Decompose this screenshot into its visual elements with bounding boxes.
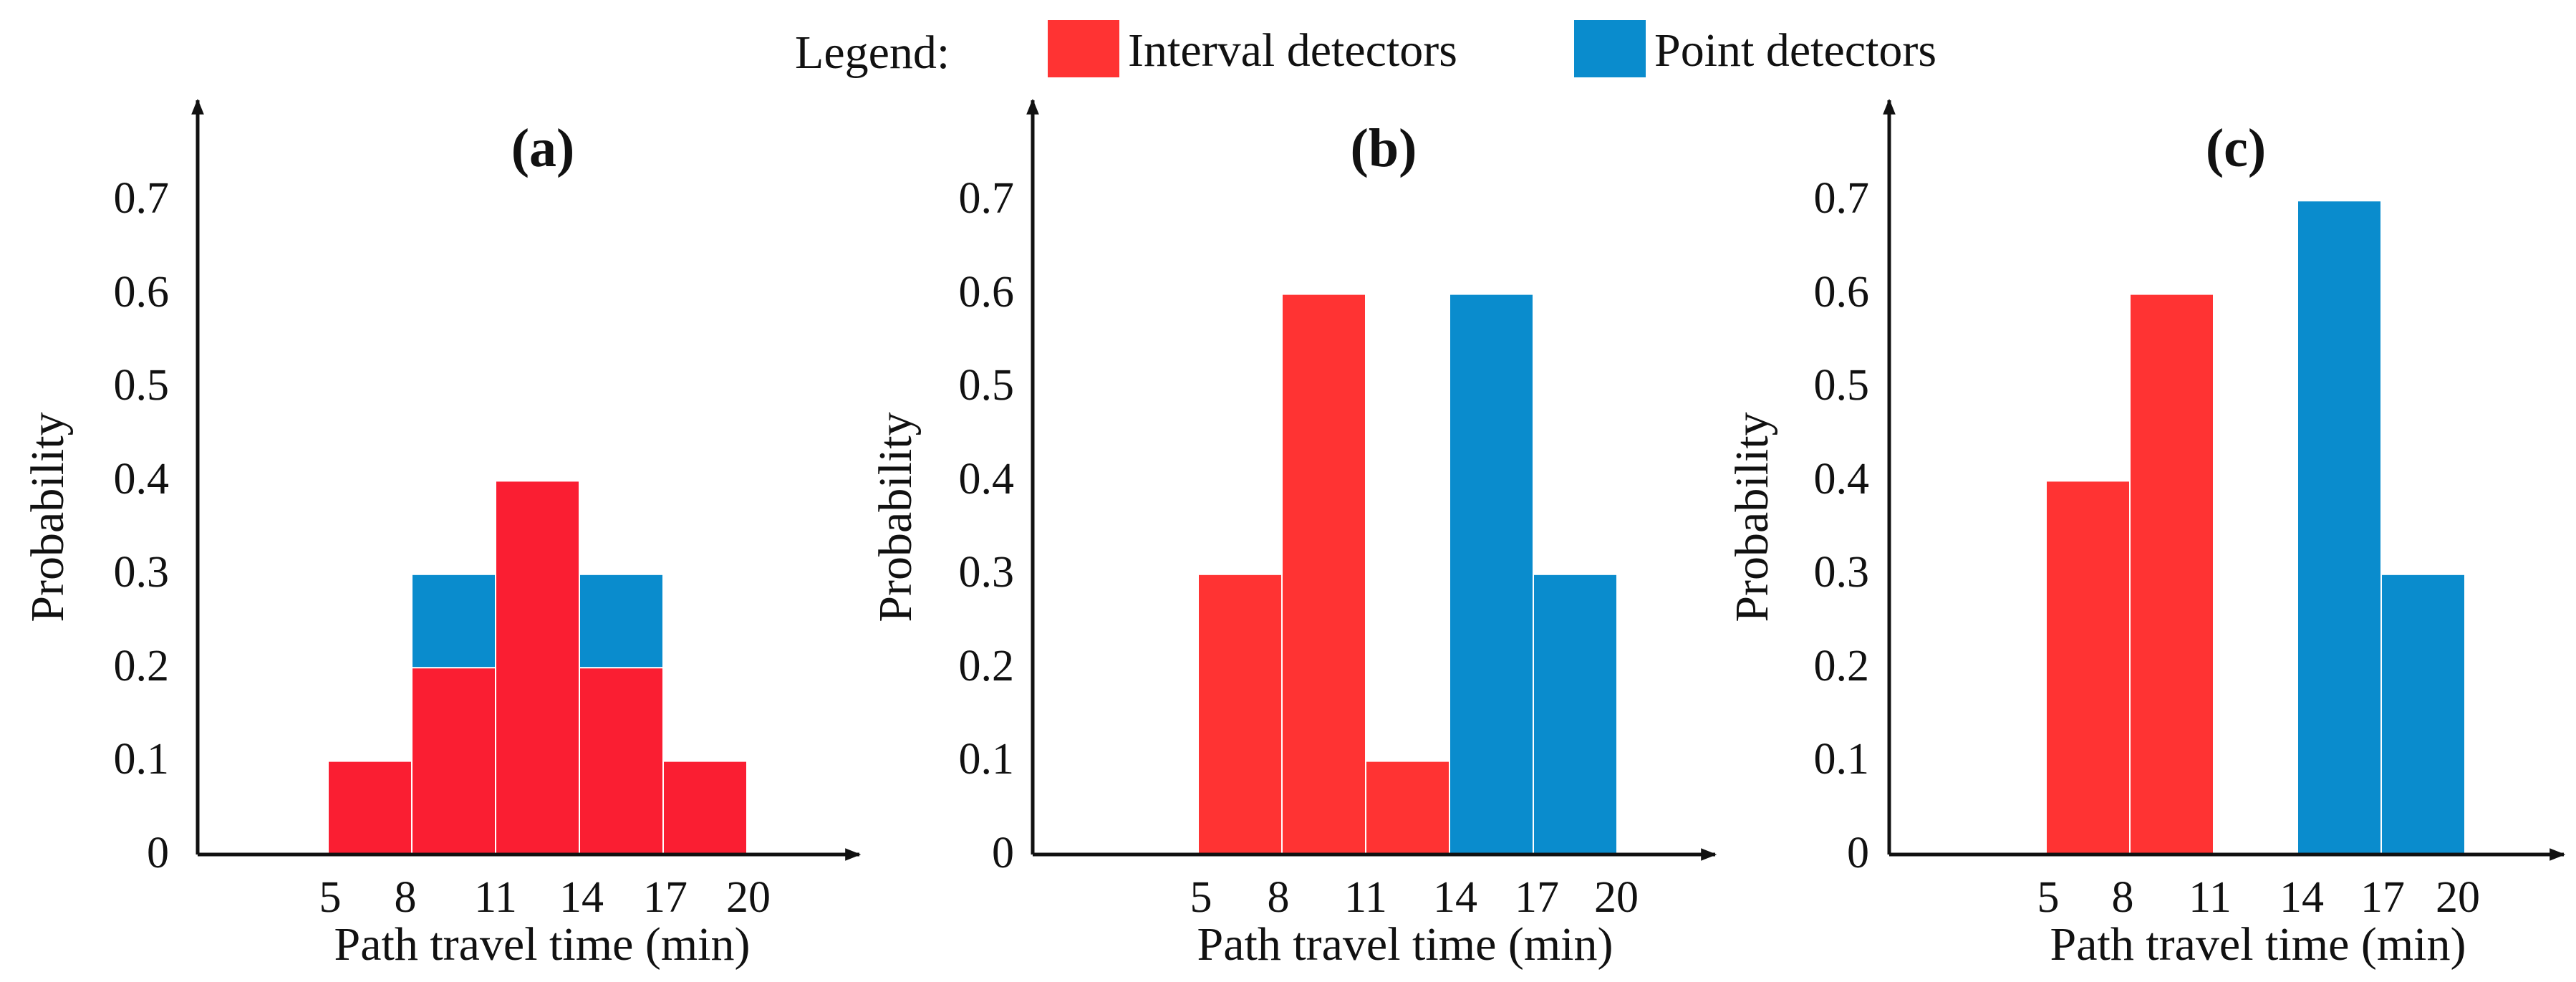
bars-panel-c — [2045, 200, 2466, 856]
bar-point-14-17 — [2297, 200, 2382, 855]
x-tick-label: 20 — [2436, 873, 2480, 922]
y-tick-label: 0 — [1847, 829, 1869, 877]
bar-interval-5-8 — [327, 760, 413, 855]
legend-label: Legend: — [795, 27, 950, 79]
y-tick-label: 0.5 — [114, 361, 170, 410]
y-tick-label: 0.7 — [114, 174, 170, 223]
legend-swatch-point — [1574, 20, 1646, 77]
y-tick-label: 0.1 — [114, 735, 170, 784]
bar-point-14-17 — [1449, 293, 1534, 856]
y-tick-labels-panel-b: 0 0.1 0.2 0.3 0.4 0.5 0.6 0.7 — [959, 174, 1015, 877]
y-tick-label: 0.7 — [1814, 174, 1870, 223]
x-tick-labels-panel-c: 5 8 11 14 17 20 — [2037, 873, 2481, 922]
x-tick-label: 11 — [474, 873, 517, 922]
y-tick-label: 0.3 — [1814, 548, 1870, 597]
bar-point-17-20 — [2380, 573, 2466, 855]
y-tick-label: 0.1 — [1814, 735, 1870, 784]
bar-interval-8-11 — [411, 667, 496, 855]
x-tick-label: 14 — [559, 873, 604, 922]
x-tick-label: 11 — [2189, 873, 2232, 922]
x-tick-label: 11 — [1344, 873, 1387, 922]
y-axis-label-panel-a: Probability — [21, 412, 74, 622]
y-tick-label: 0.2 — [959, 642, 1015, 690]
x-tick-label: 17 — [1515, 873, 1559, 922]
legend-swatch-interval — [1048, 20, 1119, 77]
bars-panel-b — [1197, 293, 1618, 856]
x-tick-label: 14 — [2280, 873, 2324, 922]
y-tick-label: 0 — [992, 829, 1014, 877]
x-tick-labels-panel-a: 5 8 11 14 17 20 — [319, 873, 771, 922]
y-tick-label: 0 — [147, 829, 169, 877]
x-tick-label: 17 — [2360, 873, 2405, 922]
y-tick-label: 0.7 — [959, 174, 1015, 223]
x-tick-label: 20 — [1594, 873, 1639, 922]
x-tick-label: 14 — [1433, 873, 1477, 922]
y-tick-label: 0.1 — [959, 735, 1015, 784]
y-tick-label: 0.3 — [959, 548, 1015, 597]
bar-interval-8-11 — [2129, 293, 2214, 856]
y-tick-labels-panel-c: 0 0.1 0.2 0.3 0.4 0.5 0.6 0.7 — [1814, 174, 1870, 877]
y-tick-label: 0.6 — [114, 268, 170, 317]
y-tick-label: 0.2 — [114, 642, 170, 690]
x-tick-label: 5 — [1190, 873, 1212, 922]
x-tick-label: 8 — [1268, 873, 1290, 922]
bar-interval-8-11 — [1281, 293, 1366, 856]
bar-interval-5-8 — [2045, 480, 2131, 855]
panel-b: (b) 0 0.1 0.2 0.3 0.4 0.5 0.6 0.7 5 8 11… — [869, 98, 1717, 971]
y-tick-label: 0.4 — [114, 455, 170, 504]
x-axis-label-panel-a: Path travel time (min) — [334, 918, 750, 971]
bar-interval-5-8 — [1197, 573, 1283, 855]
x-tick-label: 17 — [643, 873, 688, 922]
x-tick-label: 5 — [319, 873, 342, 922]
legend-entry-point: Point detectors — [1654, 24, 1936, 77]
bar-interval-11-14 — [1365, 760, 1450, 855]
y-tick-label: 0.5 — [959, 361, 1015, 410]
y-tick-label: 0.6 — [959, 268, 1015, 317]
panel-c: (c) 0 0.1 0.2 0.3 0.4 0.5 0.6 0.7 5 8 11… — [1726, 98, 2566, 971]
legend-entry-interval: Interval detectors — [1128, 24, 1457, 77]
y-axis-label-panel-c: Probability — [1726, 412, 1778, 622]
x-tick-label: 20 — [726, 873, 771, 922]
bars-panel-a — [327, 480, 748, 855]
y-tick-label: 0.4 — [1814, 455, 1870, 504]
y-axis-label-panel-b: Probability — [869, 412, 922, 622]
x-tick-label: 5 — [2037, 873, 2060, 922]
bar-point-17-20 — [1533, 573, 1618, 855]
x-tick-label: 8 — [395, 873, 417, 922]
panel-title-a: (a) — [511, 118, 575, 178]
x-tick-labels-panel-b: 5 8 11 14 17 20 — [1190, 873, 1639, 922]
bar-interval-14-17 — [579, 667, 664, 855]
bar-interval-11-14 — [495, 480, 580, 855]
panel-a: (a) 0 0.1 0.2 0.3 0.4 0.5 0.6 0.7 5 8 11… — [21, 98, 862, 971]
y-tick-label: 0.3 — [114, 548, 170, 597]
y-tick-labels-panel-a: 0 0.1 0.2 0.3 0.4 0.5 0.6 0.7 — [114, 174, 170, 877]
x-axis-label-panel-c: Path travel time (min) — [2050, 918, 2466, 971]
legend: Legend: Interval detectors Point detecto… — [795, 20, 1936, 79]
y-tick-label: 0.5 — [1814, 361, 1870, 410]
y-tick-label: 0.6 — [1814, 268, 1870, 317]
panel-title-c: (c) — [2206, 118, 2266, 178]
y-tick-label: 0.4 — [959, 455, 1015, 504]
bar-interval-17-20 — [662, 760, 748, 855]
y-tick-label: 0.2 — [1814, 642, 1870, 690]
panel-title-b: (b) — [1351, 118, 1417, 178]
x-axis-label-panel-b: Path travel time (min) — [1197, 918, 1613, 971]
x-tick-label: 8 — [2112, 873, 2134, 922]
